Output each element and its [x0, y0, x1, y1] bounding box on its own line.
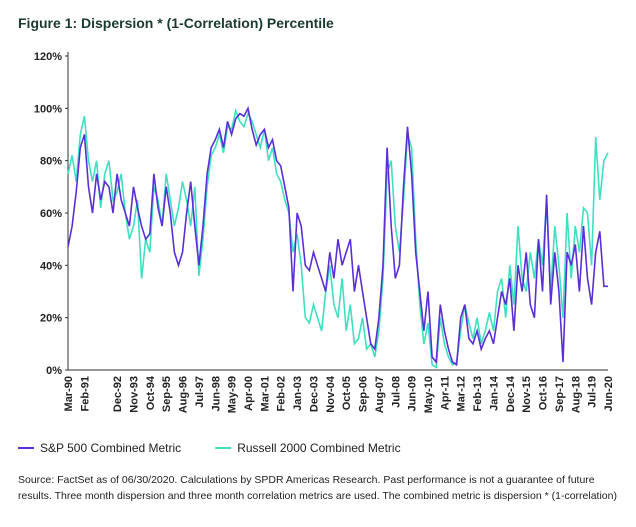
- x-tick-label: May-10: [423, 376, 435, 413]
- series-line: [67, 105, 608, 367]
- x-tick-label: Oct-94: [145, 375, 157, 410]
- x-tick-label: Sep-17: [554, 376, 566, 412]
- x-tick-label: Aug-96: [178, 376, 190, 413]
- x-tick-label: Jun-98: [210, 376, 222, 411]
- legend-label: S&P 500 Combined Metric: [40, 441, 181, 455]
- x-tick-label: Sep-06: [358, 376, 370, 412]
- series-line: [67, 108, 609, 369]
- y-tick-label: 120%: [34, 51, 62, 63]
- x-tick-label: Mar-01: [259, 376, 271, 411]
- x-tick-label: Jul-19: [587, 376, 599, 408]
- x-tick-label: Feb-02: [276, 376, 288, 411]
- x-tick-label: May-99: [227, 376, 239, 413]
- x-tick-label: Jan-14: [488, 375, 500, 411]
- legend-label: Russell 2000 Combined Metric: [237, 441, 400, 455]
- x-tick-label: Aug-18: [570, 376, 582, 413]
- x-tick-label: Dec-14: [505, 375, 517, 412]
- x-tick-label: Apr-00: [243, 376, 255, 411]
- x-tick-label: Mar-90: [63, 376, 75, 411]
- source-note: Source: FactSet as of 06/30/2020. Calcul…: [18, 474, 617, 502]
- y-tick-label: 100%: [34, 103, 62, 115]
- x-tick-label: Jun-09: [407, 376, 419, 411]
- x-tick-label: Feb-91: [79, 376, 91, 411]
- x-tick-label: Sep-95: [161, 376, 173, 412]
- x-tick-label: Feb-13: [472, 376, 484, 411]
- y-tick-label: 0%: [46, 365, 62, 377]
- y-tick-label: 80%: [40, 156, 62, 168]
- y-tick-label: 60%: [40, 208, 62, 220]
- x-tick-label: Jul-08: [390, 376, 402, 408]
- x-tick-label: Oct-16: [538, 376, 550, 410]
- x-tick-label: Nov-04: [325, 375, 337, 413]
- x-tick-label: Mar-12: [456, 376, 468, 411]
- y-tick-label: 40%: [40, 260, 62, 272]
- x-tick-label: Nov-93: [128, 376, 140, 413]
- x-tick-label: Dec-03: [308, 376, 320, 412]
- x-tick-label: Apr-11: [439, 376, 451, 410]
- y-tick-label: 20%: [40, 313, 62, 325]
- x-tick-label: Jun-20: [603, 376, 615, 411]
- x-tick-label: Oct-05: [341, 376, 353, 410]
- x-tick-label: Aug-07: [374, 376, 386, 413]
- chart: Figure 1: Dispersion * (1-Correlation) P…: [18, 15, 615, 455]
- x-tick-label: Dec-92: [112, 376, 124, 412]
- x-tick-label: Nov-15: [521, 376, 533, 413]
- chart-title: Figure 1: Dispersion * (1-Correlation) P…: [18, 15, 334, 31]
- x-tick-label: Jul-97: [194, 376, 206, 408]
- x-tick-label: Jan-03: [292, 376, 304, 411]
